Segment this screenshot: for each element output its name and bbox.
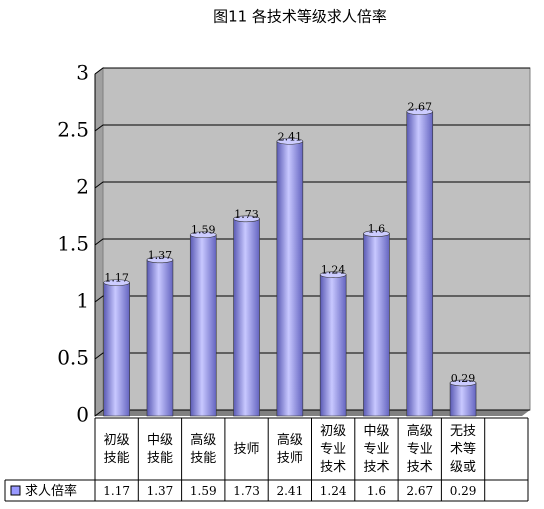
y-tick-label: 0 <box>76 403 89 427</box>
x-tick-label: 高级专业技术 <box>407 423 433 475</box>
x-tick-line: 技能 <box>104 451 130 466</box>
y-tick-label: 3 <box>76 61 89 85</box>
x-tick-line: 高级 <box>190 432 216 448</box>
cylinder <box>189 231 217 417</box>
bar <box>233 218 260 417</box>
value-label: 1.24 <box>321 264 346 277</box>
x-tick-line: 无技 <box>450 424 476 439</box>
x-tick-line: 技师 <box>277 451 303 466</box>
chart-title: 图11 各技术等级求人倍率 <box>213 8 387 26</box>
y-tick-label: 2 <box>76 175 89 199</box>
bar-cap <box>233 215 260 223</box>
x-tick-label: 高级技能 <box>190 432 216 466</box>
value-label: 1.73 <box>234 208 259 221</box>
cylinder <box>233 215 260 417</box>
table-value: 1.17 <box>103 484 130 498</box>
x-tick-line: 技师 <box>234 442 260 457</box>
value-label: 2.41 <box>278 130 303 143</box>
x-tick-label: 高级技师 <box>277 432 303 466</box>
bar <box>146 259 174 417</box>
x-tick-line: 级或 <box>450 460 476 475</box>
y-tick-label: 0.5 <box>57 346 89 370</box>
bar <box>276 140 304 417</box>
bar-cap <box>189 231 217 239</box>
table-value: 0.29 <box>450 484 477 498</box>
value-label: 1.17 <box>104 272 129 285</box>
x-tick-line: 初级 <box>104 433 130 448</box>
bar <box>103 282 130 417</box>
x-tick-line: 高级 <box>407 423 433 439</box>
grid-line <box>94 181 530 189</box>
x-tick-line: 术等 <box>450 441 476 457</box>
x-tick-line: 中级 <box>363 424 389 439</box>
x-tick-line: 技术 <box>320 460 346 475</box>
y-tick-label: 2.5 <box>57 118 89 142</box>
x-tick-line: 专业 <box>363 442 389 457</box>
cylinder <box>103 279 130 417</box>
x-tick-line: 技术 <box>407 460 433 475</box>
bar <box>189 234 217 417</box>
value-label: 2.67 <box>408 101 433 114</box>
x-tick-line: 技能 <box>147 451 173 466</box>
y-tick-label: 1 <box>76 289 89 313</box>
cylinder <box>146 256 174 417</box>
x-tick-line: 专业 <box>407 442 433 457</box>
x-tick-line: 专业 <box>320 442 346 457</box>
x-tick-line: 高级 <box>277 432 303 448</box>
table-value: 1.59 <box>190 484 217 498</box>
x-tick-line: 技术 <box>363 460 389 475</box>
bar <box>363 233 390 417</box>
x-tick-label: 无技术等级或 <box>450 424 476 475</box>
bar <box>449 382 477 417</box>
table-value: 1.73 <box>233 484 260 498</box>
cylinder <box>449 379 477 417</box>
bar-cap <box>363 230 390 237</box>
bar-cap <box>276 137 304 145</box>
bar-cap <box>449 379 477 387</box>
x-tick-label: 初级专业技术 <box>320 424 346 475</box>
x-tick-label: 技师 <box>234 442 260 457</box>
legend-swatch <box>10 485 21 496</box>
x-tick-label: 中级技能 <box>147 433 173 466</box>
value-label: 1.6 <box>368 223 386 236</box>
grid-line <box>94 124 530 132</box>
cylinder <box>319 271 347 417</box>
x-tick-label: 初级技能 <box>104 433 130 466</box>
table-value: 1.24 <box>320 484 347 498</box>
table-value: 2.41 <box>276 484 303 498</box>
bar-cap <box>103 279 130 286</box>
cylinder <box>276 137 304 417</box>
x-tick-line: 初级 <box>320 424 346 439</box>
table-value: 2.67 <box>406 484 433 498</box>
bar-cap <box>319 271 347 278</box>
x-tick-line: 技能 <box>190 451 216 466</box>
cylinder <box>363 230 390 417</box>
bar <box>406 111 434 417</box>
value-label: 0.29 <box>451 372 476 385</box>
bar-cap <box>406 108 434 115</box>
x-tick-line: 中级 <box>147 433 173 448</box>
grid-line <box>94 67 530 75</box>
bar <box>319 274 347 417</box>
legend-label: 求人倍率 <box>25 483 77 499</box>
table-value: 1.6 <box>367 484 386 498</box>
value-label: 1.59 <box>191 224 216 237</box>
table-value: 1.37 <box>147 484 174 498</box>
x-tick-label: 中级专业技术 <box>363 424 389 475</box>
y-tick-label: 1.5 <box>57 232 89 256</box>
value-label: 1.37 <box>148 249 173 262</box>
cylinder <box>406 108 434 417</box>
bar-cap <box>146 256 174 264</box>
